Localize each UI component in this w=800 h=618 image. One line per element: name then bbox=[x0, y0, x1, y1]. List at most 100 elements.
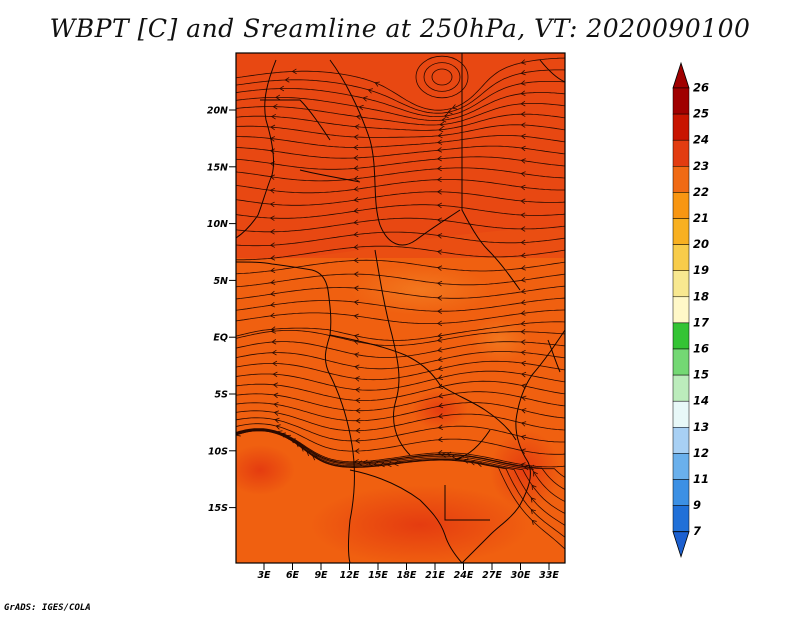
colorbar-bottom-arrow bbox=[672, 531, 690, 559]
colorbar-label: 17 bbox=[693, 315, 709, 329]
colorbar-label: 13 bbox=[693, 420, 709, 434]
colorbar-label: 22 bbox=[693, 185, 709, 199]
colorbar-segment bbox=[672, 374, 690, 402]
streamline bbox=[236, 341, 565, 358]
streamline bbox=[236, 428, 565, 490]
lon-label: 3E bbox=[257, 570, 271, 581]
streamline bbox=[236, 245, 565, 261]
lon-label: 33E bbox=[539, 570, 559, 581]
lon-label: 30E bbox=[511, 570, 531, 581]
streamline bbox=[236, 297, 565, 312]
colorbar-label: 16 bbox=[693, 342, 709, 356]
streamline bbox=[236, 92, 565, 121]
colorbar-segment bbox=[672, 505, 690, 532]
streamline bbox=[236, 259, 565, 275]
streamline bbox=[236, 285, 565, 300]
colorbar-segment bbox=[672, 244, 690, 271]
streamline bbox=[236, 135, 565, 148]
colorbar-segment bbox=[672, 192, 690, 219]
map-frame bbox=[235, 52, 566, 564]
map-title: WBPT [C] and Sreamline at 250hPa, VT: 20… bbox=[49, 14, 751, 43]
streamline bbox=[236, 191, 565, 206]
streamline bbox=[236, 57, 565, 111]
lon-label: 27E bbox=[482, 570, 502, 581]
colorbar-label: 7 bbox=[693, 524, 701, 538]
streamline bbox=[236, 81, 565, 117]
streamline bbox=[236, 380, 565, 401]
colorbar-top-arrow bbox=[672, 61, 690, 89]
latitude-labels: 20N 15N 10N 5N EQ 5S 10S 15S bbox=[207, 106, 236, 514]
lon-label: 15E bbox=[368, 570, 388, 581]
colorbar-label: 18 bbox=[693, 289, 709, 303]
streamline bbox=[236, 179, 565, 194]
colorbar-label: 25 bbox=[693, 107, 709, 121]
streamline bbox=[236, 103, 565, 126]
colorbar-segment bbox=[672, 427, 690, 454]
streamline bbox=[236, 428, 565, 468]
colorbar-segment bbox=[672, 113, 690, 141]
colorbar-segment bbox=[672, 87, 690, 115]
streamline bbox=[236, 429, 565, 502]
lat-label: 15S bbox=[208, 503, 228, 514]
streamline bbox=[236, 410, 565, 432]
lon-label: 21E bbox=[425, 570, 445, 581]
streamline bbox=[236, 402, 565, 422]
vortex-streamline bbox=[423, 62, 461, 92]
streamline bbox=[236, 231, 565, 247]
streamline bbox=[236, 113, 565, 131]
lon-label: 12E bbox=[340, 570, 360, 581]
colorbar-label: 19 bbox=[693, 263, 709, 277]
streamline bbox=[236, 391, 565, 412]
colorbar-segment bbox=[672, 218, 690, 245]
streamline bbox=[236, 417, 565, 443]
colorbar-segment bbox=[672, 296, 690, 324]
colorbar-label: 26 bbox=[693, 81, 709, 95]
lon-label: 24E bbox=[454, 570, 474, 581]
colorbar-label: 11 bbox=[693, 472, 709, 486]
streamline bbox=[236, 351, 565, 370]
streamline bbox=[236, 69, 565, 114]
grads-credit: GrADS: IGES/COLA bbox=[4, 603, 91, 613]
lat-label: 10N bbox=[207, 219, 228, 230]
colorbar-segment bbox=[672, 453, 690, 480]
longitude-labels: 3E 6E 9E 12E 15E 18E 21E 24E 27E 30E 33E bbox=[257, 563, 559, 581]
colorbar-label: 14 bbox=[693, 394, 709, 408]
vortex-streamline bbox=[431, 68, 453, 86]
vortex-streamline bbox=[415, 55, 469, 99]
lat-label: 15N bbox=[207, 162, 228, 173]
colorbar-segment bbox=[672, 322, 690, 350]
wbpt-field bbox=[236, 53, 565, 563]
colorbar-segment bbox=[672, 166, 690, 193]
colorbar-label: 9 bbox=[693, 498, 701, 512]
lat-label: 10S bbox=[208, 446, 228, 457]
lon-label: 9E bbox=[314, 570, 328, 581]
coastlines-borders bbox=[236, 53, 565, 563]
streamline bbox=[236, 145, 565, 159]
streamline bbox=[236, 217, 565, 233]
streamline bbox=[236, 124, 565, 138]
streamline bbox=[236, 273, 565, 288]
streamline bbox=[236, 167, 565, 182]
lat-label: EQ bbox=[213, 333, 228, 344]
lon-label: 18E bbox=[397, 570, 417, 581]
colorbar-segment bbox=[672, 139, 690, 167]
streamline bbox=[236, 204, 565, 219]
colorbar-label: 20 bbox=[693, 237, 709, 251]
colorbar-segment bbox=[672, 348, 690, 376]
streamline bbox=[236, 330, 565, 346]
colorbar-segment bbox=[672, 270, 690, 298]
colorbar: 26 25 24 23 22 21 20 19 18 17 16 15 14 13 12 11 9 7 bbox=[672, 61, 709, 559]
colorbar-label: 12 bbox=[693, 446, 709, 460]
colorbar-label: 15 bbox=[693, 368, 709, 382]
lat-label: 5S bbox=[215, 390, 229, 401]
colorbar-label: 21 bbox=[693, 211, 709, 225]
streamline bbox=[236, 423, 565, 455]
colorbar-segment bbox=[672, 479, 690, 506]
colorbar-segment bbox=[672, 400, 690, 428]
colorbar-label: 24 bbox=[693, 133, 709, 147]
streamline bbox=[236, 321, 565, 341]
streamline bbox=[236, 309, 565, 324]
colorbar-label: 23 bbox=[693, 159, 709, 173]
